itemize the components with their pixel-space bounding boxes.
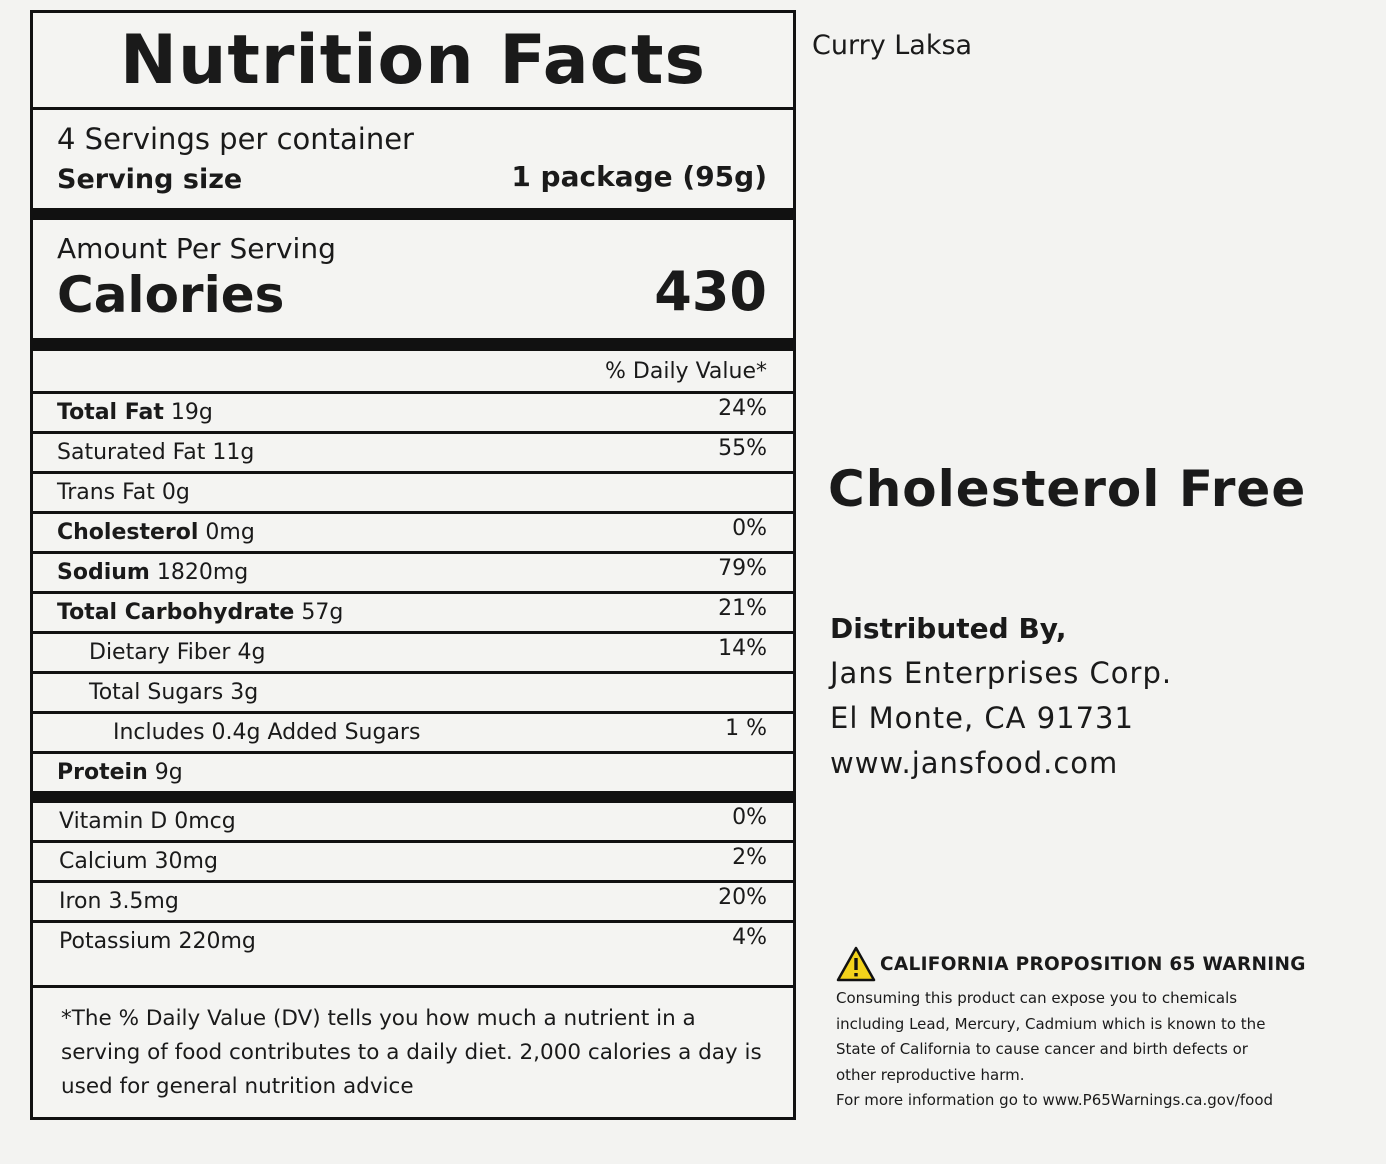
warning-heading: CALIFORNIA PROPOSITION 65 WARNING (880, 953, 1306, 975)
vitamin-name: Vitamin D 0mcg (59, 809, 236, 834)
warning-text-line: State of California to cause cancer and … (836, 1040, 1248, 1058)
serving-size-label: Serving size (57, 164, 243, 195)
servings-section: 4 Servings per container Serving size 1 … (33, 110, 793, 208)
nutrient-amount: 19g (170, 400, 213, 425)
thick-divider (33, 341, 793, 351)
nutrient-row-total-sugars: Total Sugars 3g (33, 674, 793, 714)
vitamin-name: Calcium 30mg (59, 849, 218, 874)
nutrition-facts-title: Nutrition Facts (33, 13, 793, 110)
product-name: Curry Laksa (812, 30, 973, 61)
nutrient-name: Sodium (57, 560, 150, 585)
warning-text-line: including Lead, Mercury, Cadmium which i… (836, 1014, 1266, 1033)
distributor-block: Distributed By, Jans Enterprises Corp. E… (830, 612, 1172, 786)
vitamin-row-vitamin-d: Vitamin D 0mcg 0% (33, 803, 793, 843)
nutrient-amount: 57g (301, 600, 344, 625)
vitamin-name: Potassium 220mg (59, 929, 256, 954)
vitamin-name: Iron 3.5mg (59, 889, 179, 914)
warning-text-line: Consuming this product can expose you to… (836, 989, 1238, 1007)
vitamin-dv: 20% (718, 885, 767, 910)
thick-divider (33, 791, 793, 803)
nutrient-dv: 79% (718, 556, 767, 581)
daily-value-footnote: *The % Daily Value (DV) tells you how mu… (33, 985, 793, 1117)
warning-text-line: other reproductive harm. (836, 1065, 1025, 1084)
distributor-company: Jans Enterprises Corp. (830, 656, 1173, 690)
vitamin-row-calcium: Calcium 30mg 2% (33, 843, 793, 883)
daily-value-header: % Daily Value* (33, 351, 793, 394)
nutrient-row-protein: Protein 9g (33, 754, 793, 791)
nutrient-row-cholesterol: Cholesterol 0mg 0% (33, 514, 793, 554)
vitamin-row-iron: Iron 3.5mg 20% (33, 883, 793, 923)
nutrient-dv: 24% (718, 396, 767, 421)
warning-triangle-icon (836, 946, 876, 982)
nutrient-amount: 9g (154, 760, 183, 785)
amount-per-serving: Amount Per Serving (57, 232, 336, 265)
distributor-heading: Distributed By, (830, 612, 1067, 645)
nutrient-amount: 0mg (205, 520, 255, 545)
distributor-website: www.jansfood.com (830, 746, 1119, 780)
calories-value: 430 (654, 260, 767, 323)
nutrient-row-dietary-fiber: Dietary Fiber 4g 14% (33, 634, 793, 674)
vitamin-row-potassium: Potassium 220mg 4% (33, 923, 793, 960)
nutrient-name: Trans Fat 0g (57, 480, 190, 505)
nutrient-name: Includes 0.4g Added Sugars (113, 720, 421, 745)
calories-section: Amount Per Serving Calories 430 (33, 220, 793, 341)
nutrient-name: Dietary Fiber 4g (89, 640, 266, 665)
thick-divider (33, 208, 793, 220)
nutrient-name: Protein (57, 760, 148, 785)
vitamin-dv: 4% (732, 925, 767, 950)
nutrient-row-sodium: Sodium 1820mg 79% (33, 554, 793, 594)
nutrient-dv: 14% (718, 636, 767, 661)
nutrient-name: Saturated Fat 11g (57, 440, 255, 465)
nutrition-facts-label: Nutrition Facts 4 Servings per container… (30, 10, 796, 1120)
nutrient-name: Cholesterol (57, 520, 199, 545)
nutrient-row-saturated-fat: Saturated Fat 11g 55% (33, 434, 793, 474)
nutrient-name: Total Sugars 3g (89, 680, 259, 705)
cholesterol-free-claim: Cholesterol Free (828, 460, 1307, 518)
nutrient-row-total-carbohydrate: Total Carbohydrate 57g 21% (33, 594, 793, 634)
nutrient-dv: 1 % (725, 716, 767, 741)
nutrient-amount: 1820mg (156, 560, 249, 585)
nutrient-row-total-fat: Total Fat 19g 24% (33, 394, 793, 434)
servings-per-container: 4 Servings per container (57, 122, 414, 156)
nutrient-dv: 21% (718, 596, 767, 621)
nutrient-name: Total Carbohydrate (57, 600, 295, 625)
nutrient-row-added-sugars: Includes 0.4g Added Sugars 1 % (33, 714, 793, 754)
nutrient-dv: 55% (718, 436, 767, 461)
distributor-address: El Monte, CA 91731 (830, 701, 1134, 735)
warning-text-line: For more information go to www.P65Warnin… (836, 1091, 1274, 1109)
vitamin-dv: 2% (732, 845, 767, 870)
calories-label: Calories (57, 266, 285, 324)
prop65-warning: CALIFORNIA PROPOSITION 65 WARNING Consum… (836, 946, 1356, 1114)
nutrient-dv: 0% (732, 516, 767, 541)
nutrient-name: Total Fat (57, 400, 164, 425)
serving-size-value: 1 package (95g) (511, 160, 767, 193)
nutrient-row-trans-fat: Trans Fat 0g (33, 474, 793, 514)
vitamin-dv: 0% (732, 805, 767, 830)
